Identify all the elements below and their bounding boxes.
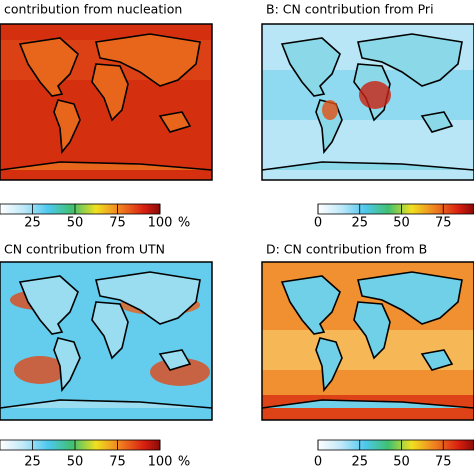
colorbar-unit: %	[178, 216, 190, 231]
colorbar-tick-label: 25	[351, 455, 368, 470]
map-b	[261, 23, 474, 181]
colorbar-tick-label: 75	[435, 216, 452, 231]
colorbar-tick-label: 50	[393, 455, 410, 470]
colorbar-tick-label: 75	[435, 455, 452, 470]
colorbar-tick-label: 50	[67, 216, 84, 231]
colorbar	[0, 203, 161, 215]
panel-title: D: CN contribution from B	[266, 242, 427, 257]
colorbar-tick-label: 25	[351, 216, 368, 231]
map-a	[0, 23, 213, 181]
panel-title: B: CN contribution from Pri	[266, 2, 434, 17]
colorbar-tick-label: 25	[24, 216, 41, 231]
colorbar-tick-label: 75	[109, 455, 126, 470]
colorbar-tick-label: 50	[393, 216, 410, 231]
colorbar-tick-label: 0	[314, 216, 322, 231]
panel-title: contribution from nucleation	[4, 2, 182, 17]
colorbar-tick-label: 100	[148, 455, 173, 470]
colorbar	[0, 439, 161, 451]
panel-title: CN contribution from UTN	[4, 242, 165, 257]
map-d	[261, 261, 474, 421]
colorbar	[317, 203, 474, 215]
colorbar-tick-label: 100	[148, 216, 173, 231]
map-c	[0, 261, 213, 421]
colorbar-tick-label: 25	[24, 455, 41, 470]
colorbar	[317, 439, 474, 451]
colorbar-tick-label: 0	[314, 455, 322, 470]
colorbar-tick-label: 50	[67, 455, 84, 470]
colorbar-unit: %	[178, 455, 190, 470]
colorbar-tick-label: 75	[109, 216, 126, 231]
